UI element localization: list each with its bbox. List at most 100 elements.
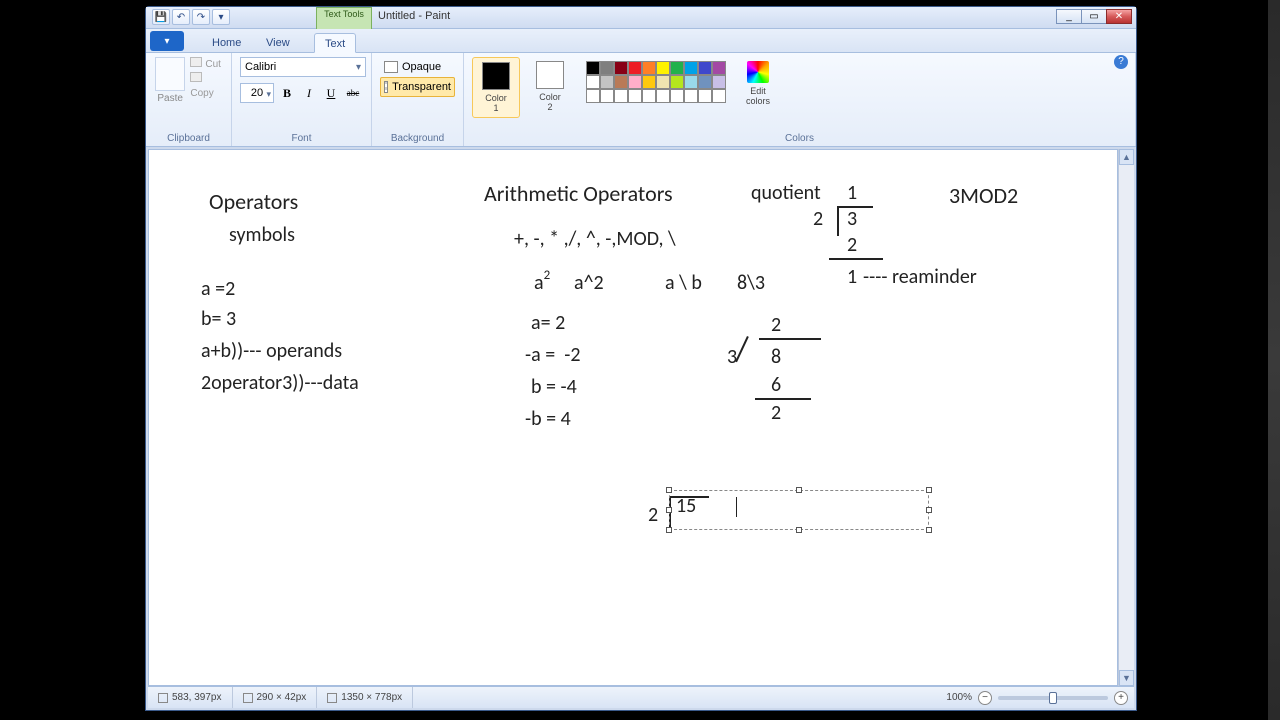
text-b-eq: b= 3 bbox=[201, 308, 236, 330]
text-tools-context-tab: Text Tools bbox=[316, 7, 372, 29]
palette-swatch[interactable] bbox=[656, 75, 670, 89]
text-8-3: 8\3 bbox=[737, 272, 765, 294]
palette-swatch-empty[interactable] bbox=[712, 89, 726, 103]
palette-swatch[interactable] bbox=[628, 75, 642, 89]
line bbox=[759, 338, 821, 340]
resize-handle[interactable] bbox=[796, 487, 802, 493]
text-box-left: 2 bbox=[648, 504, 658, 526]
palette-swatch[interactable] bbox=[614, 61, 628, 75]
maximize-button[interactable]: ▭ bbox=[1081, 9, 1107, 24]
resize-handle[interactable] bbox=[666, 507, 672, 513]
italic-button[interactable]: I bbox=[300, 83, 318, 103]
palette-swatch[interactable] bbox=[712, 61, 726, 75]
text-nb4: -b = 4 bbox=[525, 408, 571, 430]
zoom-out-button[interactable]: − bbox=[978, 691, 992, 705]
resize-handle[interactable] bbox=[666, 487, 672, 493]
text-box-content: 15 bbox=[676, 494, 737, 518]
strikeout-button[interactable]: abc bbox=[344, 83, 362, 103]
scroll-up-button[interactable]: ▲ bbox=[1119, 149, 1134, 165]
palette-swatch[interactable] bbox=[642, 75, 656, 89]
palette-swatch[interactable] bbox=[698, 61, 712, 75]
tab-text[interactable]: Text bbox=[314, 33, 356, 53]
text-b4: b = -4 bbox=[531, 376, 577, 398]
text-q-dividend: 3 bbox=[847, 208, 857, 230]
colors-group-label: Colors bbox=[472, 133, 1127, 144]
copy-icon bbox=[190, 72, 202, 82]
color1-swatch bbox=[482, 62, 510, 90]
video-sidebar bbox=[1268, 0, 1280, 720]
help-button[interactable]: ? bbox=[1114, 55, 1128, 69]
resize-handle[interactable] bbox=[796, 527, 802, 533]
palette-swatch[interactable] bbox=[642, 61, 656, 75]
resize-handle[interactable] bbox=[666, 527, 672, 533]
palette-swatch[interactable] bbox=[586, 61, 600, 75]
palette-swatch-empty[interactable] bbox=[698, 89, 712, 103]
palette-swatch[interactable] bbox=[656, 61, 670, 75]
palette-swatch-empty[interactable] bbox=[656, 89, 670, 103]
opaque-option[interactable]: Opaque bbox=[380, 57, 455, 77]
palette-swatch[interactable] bbox=[684, 61, 698, 75]
palette-swatch[interactable] bbox=[586, 75, 600, 89]
text-operators: Operators bbox=[209, 190, 298, 214]
status-size: 1350 × 778px bbox=[317, 687, 413, 708]
crosshair-icon bbox=[158, 693, 168, 703]
paste-button[interactable]: Paste bbox=[154, 57, 186, 104]
active-text-box[interactable]: 15 bbox=[669, 490, 929, 530]
minimize-button[interactable]: _ bbox=[1056, 9, 1082, 24]
palette-swatch-empty[interactable] bbox=[642, 89, 656, 103]
resize-handle[interactable] bbox=[926, 487, 932, 493]
qat-redo[interactable]: ↷ bbox=[192, 9, 210, 25]
tab-view[interactable]: View bbox=[256, 33, 300, 53]
palette-swatch[interactable] bbox=[712, 75, 726, 89]
transparent-option[interactable]: Transparent bbox=[380, 77, 455, 97]
text-a2: a= 2 bbox=[531, 312, 565, 334]
color1-slot[interactable]: Color1 bbox=[472, 57, 520, 118]
vertical-scrollbar[interactable]: ▲ ▼ bbox=[1118, 149, 1134, 686]
tab-home[interactable]: Home bbox=[202, 33, 251, 53]
size-icon bbox=[327, 693, 337, 703]
canvas[interactable]: Operators symbols a =2 b= 3 a+b))--- ope… bbox=[148, 149, 1118, 686]
resize-handle[interactable] bbox=[926, 507, 932, 513]
zoom-controls: 100% − + bbox=[946, 687, 1128, 708]
palette-swatch[interactable] bbox=[698, 75, 712, 89]
palette-swatch[interactable] bbox=[614, 75, 628, 89]
text-q-divisor: 2 bbox=[813, 208, 823, 230]
text-d2sub: 6 bbox=[771, 374, 781, 396]
ribbon: Paste Cut Copy Clipboard Calibri 20 B I … bbox=[146, 53, 1136, 147]
palette-swatch-empty[interactable] bbox=[600, 89, 614, 103]
text-a-div-b: a \ b bbox=[665, 272, 702, 294]
app-menu[interactable]: ▾ bbox=[150, 31, 184, 51]
palette-swatch-empty[interactable] bbox=[614, 89, 628, 103]
palette-swatch[interactable] bbox=[600, 75, 614, 89]
bold-button[interactable]: B bbox=[278, 83, 296, 103]
qat-save[interactable]: 💾 bbox=[152, 9, 170, 25]
palette-swatch-empty[interactable] bbox=[628, 89, 642, 103]
scissors-icon bbox=[190, 57, 202, 67]
palette-swatch[interactable] bbox=[628, 61, 642, 75]
palette-swatch-empty[interactable] bbox=[670, 89, 684, 103]
zoom-in-button[interactable]: + bbox=[1114, 691, 1128, 705]
color2-slot[interactable]: Color2 bbox=[526, 57, 574, 116]
palette-swatch-empty[interactable] bbox=[586, 89, 600, 103]
underline-button[interactable]: U bbox=[322, 83, 340, 103]
zoom-slider[interactable] bbox=[998, 696, 1108, 700]
font-family-select[interactable]: Calibri bbox=[240, 57, 366, 77]
palette-swatch[interactable] bbox=[600, 61, 614, 75]
resize-handle[interactable] bbox=[926, 527, 932, 533]
scroll-down-button[interactable]: ▼ bbox=[1119, 670, 1134, 686]
font-size-select[interactable]: 20 bbox=[240, 83, 274, 103]
palette-swatch[interactable] bbox=[684, 75, 698, 89]
qat-menu[interactable]: ▾ bbox=[212, 9, 230, 25]
close-button[interactable]: ✕ bbox=[1106, 9, 1132, 24]
status-selection: 290 × 42px bbox=[233, 687, 318, 708]
opaque-icon bbox=[384, 61, 398, 73]
palette-swatch-empty[interactable] bbox=[684, 89, 698, 103]
quick-access-toolbar: 💾 ↶ ↷ ▾ bbox=[152, 9, 230, 25]
edit-colors-button[interactable]: Edit colors bbox=[738, 57, 778, 110]
palette-swatch[interactable] bbox=[670, 61, 684, 75]
zoom-thumb[interactable] bbox=[1049, 692, 1057, 704]
line bbox=[837, 206, 839, 236]
palette-swatch[interactable] bbox=[670, 75, 684, 89]
qat-undo[interactable]: ↶ bbox=[172, 9, 190, 25]
background-group-label: Background bbox=[380, 133, 455, 144]
